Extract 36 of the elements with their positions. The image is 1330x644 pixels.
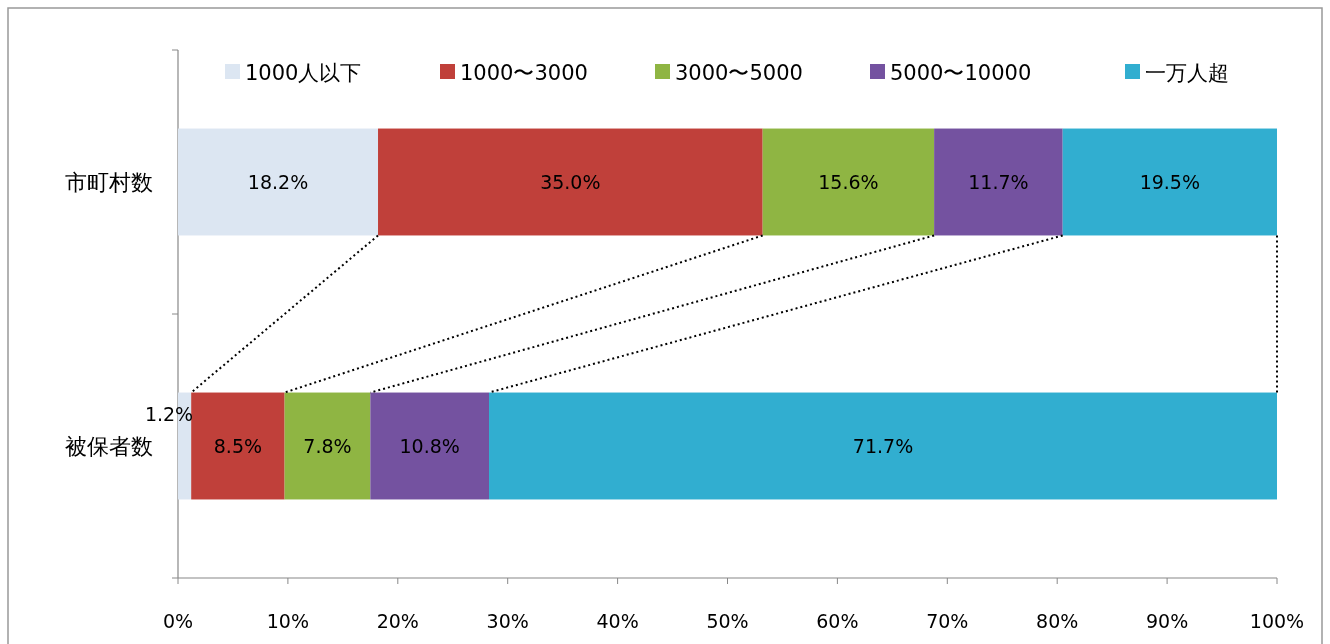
data-label: 10.8% xyxy=(399,435,460,457)
data-label: 8.5% xyxy=(213,435,263,457)
data-label: 19.5% xyxy=(1139,171,1201,193)
x-tick-label: 60% xyxy=(816,610,859,632)
data-label: 7.8% xyxy=(303,435,352,457)
data-label: 15.6% xyxy=(818,171,879,193)
legend-label: 3000〜5000 xyxy=(675,61,803,85)
x-tick-label: 90% xyxy=(1145,610,1189,632)
data-label: 71.7% xyxy=(852,435,914,457)
data-label: 35.0% xyxy=(540,171,601,193)
bar xyxy=(378,128,763,236)
x-tick-label: 30% xyxy=(486,610,529,632)
x-tick-label: 0% xyxy=(162,610,194,632)
x-tick-label: 100% xyxy=(1249,610,1305,632)
x-tick-label: 10% xyxy=(266,610,310,632)
y-tick-label: 被保者数 xyxy=(65,434,153,459)
bar xyxy=(489,392,1277,500)
bar xyxy=(762,128,935,236)
bar xyxy=(178,128,379,236)
y-tick-label: 市町村数 xyxy=(65,170,153,195)
x-tick-label: 70% xyxy=(926,610,969,632)
data-label: 18.2% xyxy=(247,171,309,193)
bar xyxy=(284,392,371,500)
bar xyxy=(370,392,490,500)
bar xyxy=(1062,128,1277,236)
x-tick-label: 40% xyxy=(596,610,639,632)
legend-label: 1000人以下 xyxy=(245,61,362,85)
legend-label: 1000〜3000 xyxy=(460,61,588,85)
data-label: 11.7% xyxy=(968,171,1029,193)
bar xyxy=(191,392,285,500)
x-tick-label: 80% xyxy=(1036,610,1079,632)
x-tick-label: 50% xyxy=(706,610,749,632)
legend-label: 5000〜10000 xyxy=(890,61,1032,85)
x-tick-label: 20% xyxy=(376,610,419,632)
bar xyxy=(934,128,1063,236)
legend-label: 一万人超 xyxy=(1145,61,1229,85)
